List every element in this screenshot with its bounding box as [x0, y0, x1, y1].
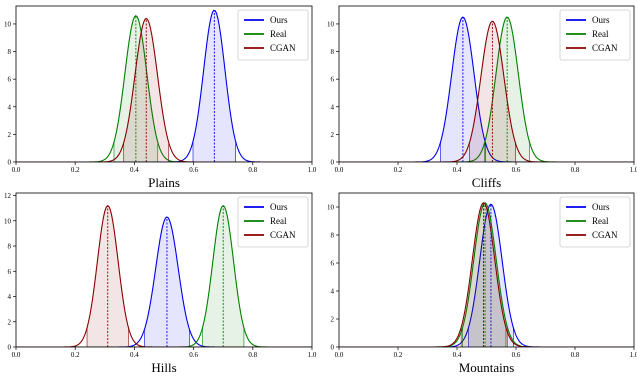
- x-tick-label: 0.4: [453, 166, 462, 174]
- x-tick-label: 0.0: [335, 351, 344, 359]
- x-tick-label: 1.0: [630, 351, 637, 359]
- series-line-real: [339, 16, 634, 162]
- y-tick-label: 6: [8, 268, 12, 276]
- y-tick-label: 12: [4, 192, 12, 200]
- series-line-cgan: [339, 20, 634, 162]
- series-line-cgan: [16, 17, 312, 162]
- x-tick-label: 1.0: [308, 166, 317, 174]
- series-fill-real: [484, 17, 530, 162]
- plot-area: [339, 16, 634, 162]
- x-tick-label: 0.2: [71, 351, 80, 359]
- y-tick-label: 4: [331, 103, 335, 111]
- y-tick-label: 6: [331, 76, 335, 84]
- legend: Ours Real CGAN: [559, 196, 631, 248]
- x-tick-label: 0.0: [12, 351, 21, 359]
- legend-label-cgan: CGAN: [270, 230, 296, 240]
- series-line-ours: [16, 216, 312, 347]
- x-tick-label: 0.4: [453, 351, 462, 359]
- y-tick-label: 0: [331, 159, 335, 167]
- x-tick-label: 0.4: [130, 166, 139, 174]
- panel-title: Hills: [151, 360, 176, 375]
- x-tick-label: 1.0: [308, 351, 317, 359]
- x-tick-label: 0.6: [189, 351, 198, 359]
- legend-label-real: Real: [270, 216, 287, 226]
- legend-label-cgan: CGAN: [270, 43, 296, 53]
- axes-frame: [15, 5, 313, 163]
- series-fill-ours: [440, 17, 486, 162]
- legend-label-ours: Ours: [592, 15, 610, 25]
- y-tick-label: 2: [331, 316, 335, 324]
- x-tick-label: 0.2: [394, 351, 403, 359]
- y-tick-label: 2: [331, 131, 335, 139]
- y-tick-label: 8: [331, 232, 335, 240]
- legend: Ours Real CGAN: [237, 9, 309, 61]
- y-tick-label: 4: [331, 288, 335, 296]
- legend-label-cgan: CGAN: [592, 43, 618, 53]
- series-fill-ours: [144, 216, 190, 347]
- x-tick-label: 0.8: [248, 166, 257, 174]
- y-tick-label: 4: [8, 293, 12, 301]
- y-tick-label: 10: [4, 20, 12, 28]
- panel-title: Plains: [148, 175, 180, 190]
- axes-frame: [338, 192, 635, 348]
- legend-label-real: Real: [592, 29, 609, 39]
- axes-frame: [338, 5, 635, 163]
- x-tick-label: 0.0: [335, 166, 344, 174]
- series-line-ours: [339, 16, 634, 162]
- x-tick-label: 0.6: [512, 351, 521, 359]
- y-tick-label: 10: [327, 20, 335, 28]
- y-tick-label: 4: [8, 103, 12, 111]
- plot-area: [339, 202, 634, 347]
- y-tick-label: 6: [331, 260, 335, 268]
- legend-label-cgan: CGAN: [592, 230, 618, 240]
- y-tick-label: 2: [8, 131, 12, 139]
- chart-panel-plains: 0.0 0.2 0.4 0.6 0.8 1.0 0 2 4 6 8 10 Plains Ours Real C…: [4, 5, 317, 190]
- y-tick-label: 10: [327, 204, 335, 212]
- y-tick-label: 8: [8, 243, 12, 251]
- plot-area: [16, 9, 312, 162]
- axes-frame: [15, 192, 313, 348]
- x-tick-label: 0.0: [12, 166, 21, 174]
- y-tick-label: 6: [8, 76, 12, 84]
- y-tick-label: 0: [8, 159, 12, 167]
- chart-panel-hills: 0.0 0.2 0.4 0.6 0.8 1.0 0 2 4 6 8 10 12 Hills Ours Real…: [4, 192, 317, 375]
- y-tick-label: 2: [8, 318, 12, 326]
- y-tick-label: 8: [331, 48, 335, 56]
- panel-title: Cliffs: [472, 175, 501, 190]
- panel-title: Mountains: [459, 360, 515, 375]
- y-tick-label: 10: [4, 217, 12, 225]
- chart-panel-mountains: 0.0 0.2 0.4 0.6 0.8 1.0 0 2 4 6 8 10 Mountains Ours Re…: [327, 192, 637, 375]
- series-fill-real: [462, 202, 508, 347]
- legend-label-ours: Ours: [270, 15, 288, 25]
- chart-panel-cliffs: 0.0 0.2 0.4 0.6 0.8 1.0 0 2 4 6 8 10 Cliffs Ours Real C…: [327, 5, 637, 190]
- legend-label-real: Real: [592, 216, 609, 226]
- x-tick-label: 0.6: [189, 166, 198, 174]
- legend-label-real: Real: [270, 29, 287, 39]
- series-fill-ours: [193, 10, 236, 162]
- x-tick-label: 0.8: [248, 351, 257, 359]
- x-tick-label: 0.2: [394, 166, 403, 174]
- series-fill-real: [113, 15, 158, 162]
- legend-label-ours: Ours: [270, 202, 288, 212]
- series-line-cgan: [339, 202, 634, 347]
- y-tick-label: 0: [331, 344, 335, 352]
- y-tick-label: 8: [8, 48, 12, 56]
- x-tick-label: 0.2: [71, 166, 80, 174]
- x-tick-label: 0.8: [571, 166, 580, 174]
- series-line-ours: [339, 203, 634, 347]
- x-tick-label: 0.8: [571, 351, 580, 359]
- legend-label-ours: Ours: [592, 202, 610, 212]
- series-line-real: [339, 202, 634, 347]
- legend: Ours Real CGAN: [559, 9, 631, 61]
- legend: Ours Real CGAN: [237, 196, 309, 248]
- series-fill-cgan: [461, 202, 506, 347]
- x-tick-label: 1.0: [630, 166, 637, 174]
- x-tick-label: 0.4: [130, 351, 139, 359]
- x-tick-label: 0.6: [512, 166, 521, 174]
- y-tick-label: 0: [8, 344, 12, 352]
- series-line-real: [16, 14, 312, 162]
